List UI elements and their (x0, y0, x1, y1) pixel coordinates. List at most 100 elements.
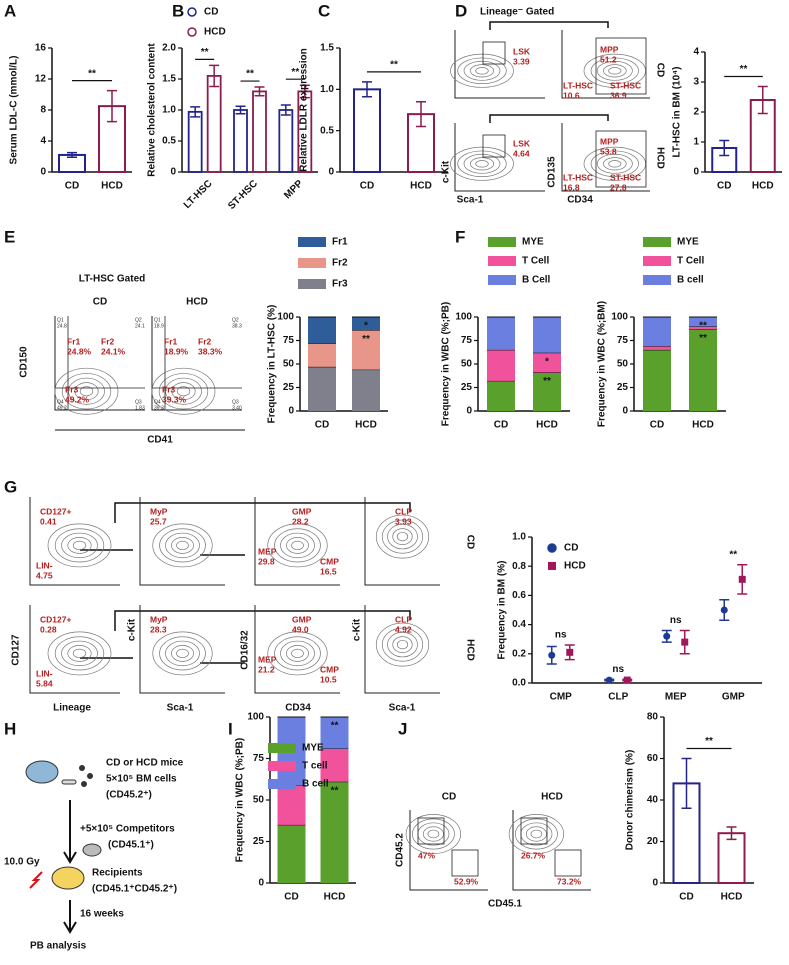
legend-label: CD (564, 543, 578, 554)
x-tick-label: HCD (410, 181, 432, 192)
density-contour (514, 818, 558, 850)
y-tick-label: 0.2 (512, 648, 526, 659)
gate-label: GMP (292, 506, 312, 516)
gate-label: ST-HSC (610, 80, 641, 90)
gate-label: CMP (320, 664, 339, 674)
quadrant-label: Q2 (135, 317, 142, 323)
y-tick-label: 2.0 (162, 43, 176, 54)
panel-letter: I (228, 719, 233, 738)
error-bar (254, 86, 265, 97)
gate-value: 4.92 (395, 624, 412, 634)
gate-box (595, 130, 647, 188)
flow-axes (364, 497, 440, 586)
significance: ** (331, 785, 339, 796)
axis-label: CD45.1 (488, 899, 522, 910)
density-contour (54, 367, 119, 415)
density-contour (151, 367, 216, 415)
gate-value: 0.41 (40, 516, 57, 526)
y-tick-label: 50 (283, 359, 295, 370)
bar-segment (308, 366, 336, 411)
flow-axes (54, 316, 145, 411)
y-tick-label: 75 (283, 335, 295, 346)
panel-letter: E (4, 227, 15, 246)
significance: * (364, 321, 368, 332)
density-contour (159, 636, 206, 671)
y-tick-label: 1.0 (162, 105, 176, 116)
density-contour (72, 540, 87, 551)
density-contour (603, 64, 627, 78)
density-contour (291, 648, 304, 659)
gate-value: 5.84 (36, 678, 53, 688)
y-axis-label: Donor chimerism (%) (625, 750, 636, 851)
density-contour (530, 829, 543, 839)
flow-axes (139, 605, 225, 694)
gate-label: LT-HSC (563, 172, 593, 182)
x-tick-label: CD (717, 181, 731, 192)
quadrant-value: 39.3 (154, 405, 164, 411)
y-tick-label: 100 (455, 312, 472, 323)
flow-axes (561, 123, 650, 192)
bar (252, 90, 267, 173)
y-tick-label: 0.5 (162, 136, 176, 147)
y-tick-label: 4 (40, 136, 46, 147)
y-tick-label: 50 (617, 359, 629, 370)
y-tick-label: 4 (693, 47, 699, 58)
diagram-text: 10.0 Gy (4, 857, 40, 868)
quadrant-lines (55, 316, 145, 410)
flow-axes (139, 497, 225, 586)
cell-dot (87, 773, 93, 779)
gate-value: 4.64 (513, 148, 530, 158)
axis-label: CD45.2 (395, 833, 406, 867)
legend-label: Fr1 (332, 237, 348, 248)
gate-box (595, 37, 647, 95)
error-bar (661, 629, 672, 643)
diagram-decor (63, 800, 77, 934)
axis-label: c-Kit (127, 618, 138, 641)
gate-label: Fr1 (164, 336, 178, 346)
flow-axes (254, 605, 340, 694)
x-tick-label: HCD (721, 892, 743, 903)
y-tick-label: 1 (693, 137, 699, 148)
cell-dot (79, 765, 85, 771)
gate-value: 53.8 (600, 146, 617, 156)
gate-value: 51.2 (600, 54, 617, 64)
flow-title: LT-HSC Gated (79, 274, 145, 285)
legend-swatch (643, 256, 671, 266)
density-contour (387, 523, 418, 550)
bar-segment (689, 326, 717, 330)
gate-value: 10.6 (563, 90, 580, 100)
gate-label: CLP (395, 506, 412, 516)
bar-segment (533, 317, 561, 353)
gate-label: MPP (600, 136, 619, 146)
legend-swatch (298, 258, 326, 268)
significance: ns (670, 615, 682, 626)
y-tick-label: 25 (617, 382, 629, 393)
density-contour (280, 640, 315, 667)
y-tick-label: 1.0 (320, 84, 334, 95)
quadrant-label: Q2 (232, 317, 239, 323)
density-contour (72, 648, 87, 659)
quadrant-value: 18.9 (154, 323, 164, 329)
y-axis-label: Relative cholesterol content (147, 43, 158, 177)
y-tick-label: 0 (652, 878, 658, 889)
bar-segment (487, 317, 515, 350)
density-contour (152, 523, 213, 568)
significance: ** (740, 64, 748, 75)
quadrant-value: 49.2 (57, 405, 67, 411)
y-tick-label: 1.5 (320, 43, 334, 54)
density-contour (68, 377, 105, 405)
y-tick-label: 0 (622, 406, 628, 417)
y-tick-label: 3 (693, 77, 699, 88)
y-tick-label: 0.8 (512, 561, 526, 572)
gate-arrows (80, 21, 609, 664)
diagram-text: Recipients (92, 868, 143, 879)
y-tick-label: 0.5 (320, 125, 334, 136)
x-tick-label: CD (360, 181, 374, 192)
bar-segment (643, 349, 671, 411)
density-contour (475, 67, 489, 75)
density-contour (405, 814, 462, 854)
quadrant-label: Q4 (154, 399, 161, 405)
bar-segment (643, 317, 671, 347)
flow-axes (561, 30, 650, 99)
